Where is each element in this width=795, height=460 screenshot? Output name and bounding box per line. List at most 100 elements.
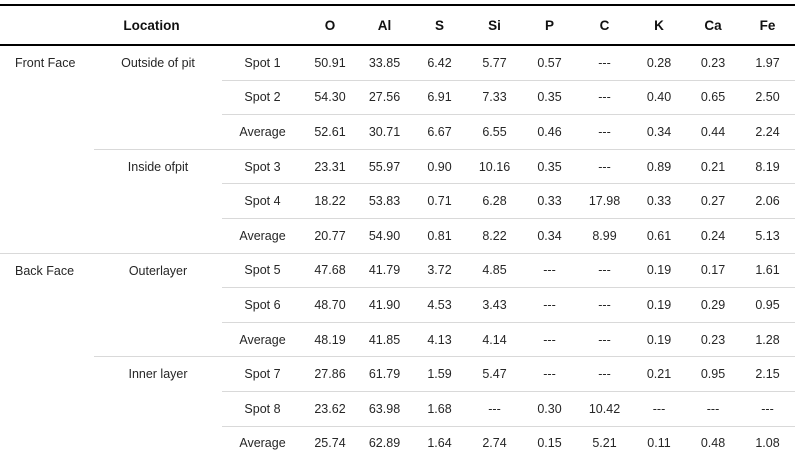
element-header-c: C [577,5,632,46]
value-cell: 0.33 [632,183,686,219]
elemental-composition-table: Location O Al S Si P C K Ca Fe Front Face Outside… [0,4,795,460]
table-row: Front Face Outside of pit Spot 1 50.91 33.85… [0,45,795,80]
value-cell: --- [686,390,740,427]
value-cell: 41.85 [357,321,412,357]
face-cell: Front Face [15,56,76,71]
value-cell: 4.85 [467,252,522,288]
value-cell: 2.24 [740,114,795,150]
value-cell: 0.27 [686,183,740,219]
sublocation-cell [94,288,222,323]
value-cell: 0.40 [632,79,686,115]
value-cell: 23.62 [303,390,357,427]
value-cell: --- [598,55,611,70]
value-cell: 0.17 [686,252,740,288]
element-header-k: K [632,5,686,46]
value-cell: 0.90 [412,148,467,184]
element-header-o: O [303,5,357,46]
value-cell: 25.74 [303,425,357,460]
value-cell: 0.71 [412,183,467,219]
value-cell: 48.70 [303,287,357,323]
value-cell: 0.35 [522,148,577,184]
value-cell: 0.19 [632,287,686,323]
value-cell: 10.42 [577,390,632,427]
value-cell: 6.28 [467,183,522,219]
value-cell: 0.57 [537,55,562,70]
sublocation-cell: Outside of pit [121,56,195,71]
value-cell: 6.91 [412,79,467,115]
face-cell [0,115,94,150]
value-cell: 1.61 [740,252,795,288]
value-cell: 0.48 [686,425,740,460]
sublocation-cell [94,80,222,115]
spot-cell: Average [222,217,303,254]
value-cell: 1.59 [412,356,467,392]
face-cell [0,357,94,392]
element-header-fe: Fe [740,5,795,46]
table-row: Spot 2 54.30 27.56 6.91 7.33 0.35 --- 0.40 0.65 2… [0,79,795,115]
value-cell: 4.13 [412,321,467,357]
location-header: Location [0,5,303,46]
value-cell: 30.71 [357,114,412,150]
value-cell: 5.21 [577,425,632,460]
value-cell: 53.83 [357,183,412,219]
value-cell: 0.29 [686,287,740,323]
value-cell: 0.61 [632,217,686,254]
value-cell: 10.16 [467,148,522,184]
value-cell: --- [577,79,632,115]
value-cell: 0.23 [700,55,726,70]
face-cell [0,391,94,426]
value-cell: 1.68 [412,390,467,427]
value-cell: 6.67 [412,114,467,150]
spot-cell: Average [222,425,303,460]
table-row: Spot 4 18.22 53.83 0.71 6.28 0.33 17.98 0.33 0.2… [0,183,795,219]
value-cell: 20.77 [303,217,357,254]
value-cell: 5.77 [482,55,507,70]
value-cell: 0.19 [632,321,686,357]
element-header-al: Al [357,5,412,46]
value-cell: 62.89 [357,425,412,460]
value-cell: 4.53 [412,287,467,323]
sublocation-cell: Inner layer [94,356,222,392]
table-row: Average 25.74 62.89 1.64 2.74 0.15 5.21 0.11 0.4… [0,425,795,460]
table-row: Spot 8 23.62 63.98 1.68 --- 0.30 10.42 --- --- --… [0,390,795,427]
value-cell: 2.74 [467,425,522,460]
value-cell: 5.13 [740,217,795,254]
face-cell [0,149,94,184]
sublocation-cell [94,115,222,150]
value-cell: 0.23 [686,321,740,357]
sublocation-cell [94,426,222,460]
spot-cell: Spot 4 [222,183,303,219]
value-cell: 54.90 [357,217,412,254]
value-cell: 33.85 [368,55,401,70]
value-cell: 54.30 [303,79,357,115]
value-cell: 8.99 [577,217,632,254]
value-cell: 5.47 [467,356,522,392]
value-cell: 63.98 [357,390,412,427]
value-cell: 0.34 [632,114,686,150]
value-cell: 0.21 [686,148,740,184]
value-cell: 8.22 [467,217,522,254]
value-cell: --- [522,356,577,392]
value-cell: 0.33 [522,183,577,219]
value-cell: 0.89 [632,148,686,184]
value-cell: 0.19 [632,252,686,288]
value-cell: 41.90 [357,287,412,323]
value-cell: 7.33 [467,79,522,115]
value-cell: 0.11 [632,425,686,460]
value-cell: --- [522,287,577,323]
value-cell: --- [522,321,577,357]
spot-cell: Spot 3 [222,148,303,184]
table-row: Average 52.61 30.71 6.67 6.55 0.46 --- 0.34 0.44… [0,114,795,150]
element-header-ca: Ca [686,5,740,46]
value-cell: --- [577,321,632,357]
value-cell: 1.97 [755,55,780,70]
value-cell: 3.72 [412,252,467,288]
value-cell: 1.28 [740,321,795,357]
value-cell: 2.15 [740,356,795,392]
element-header-s: S [412,5,467,46]
value-cell: --- [522,252,577,288]
face-cell [0,184,94,219]
value-cell: 1.64 [412,425,467,460]
sublocation-cell: Outerlayer [94,252,222,288]
spot-cell: Spot 6 [222,287,303,323]
